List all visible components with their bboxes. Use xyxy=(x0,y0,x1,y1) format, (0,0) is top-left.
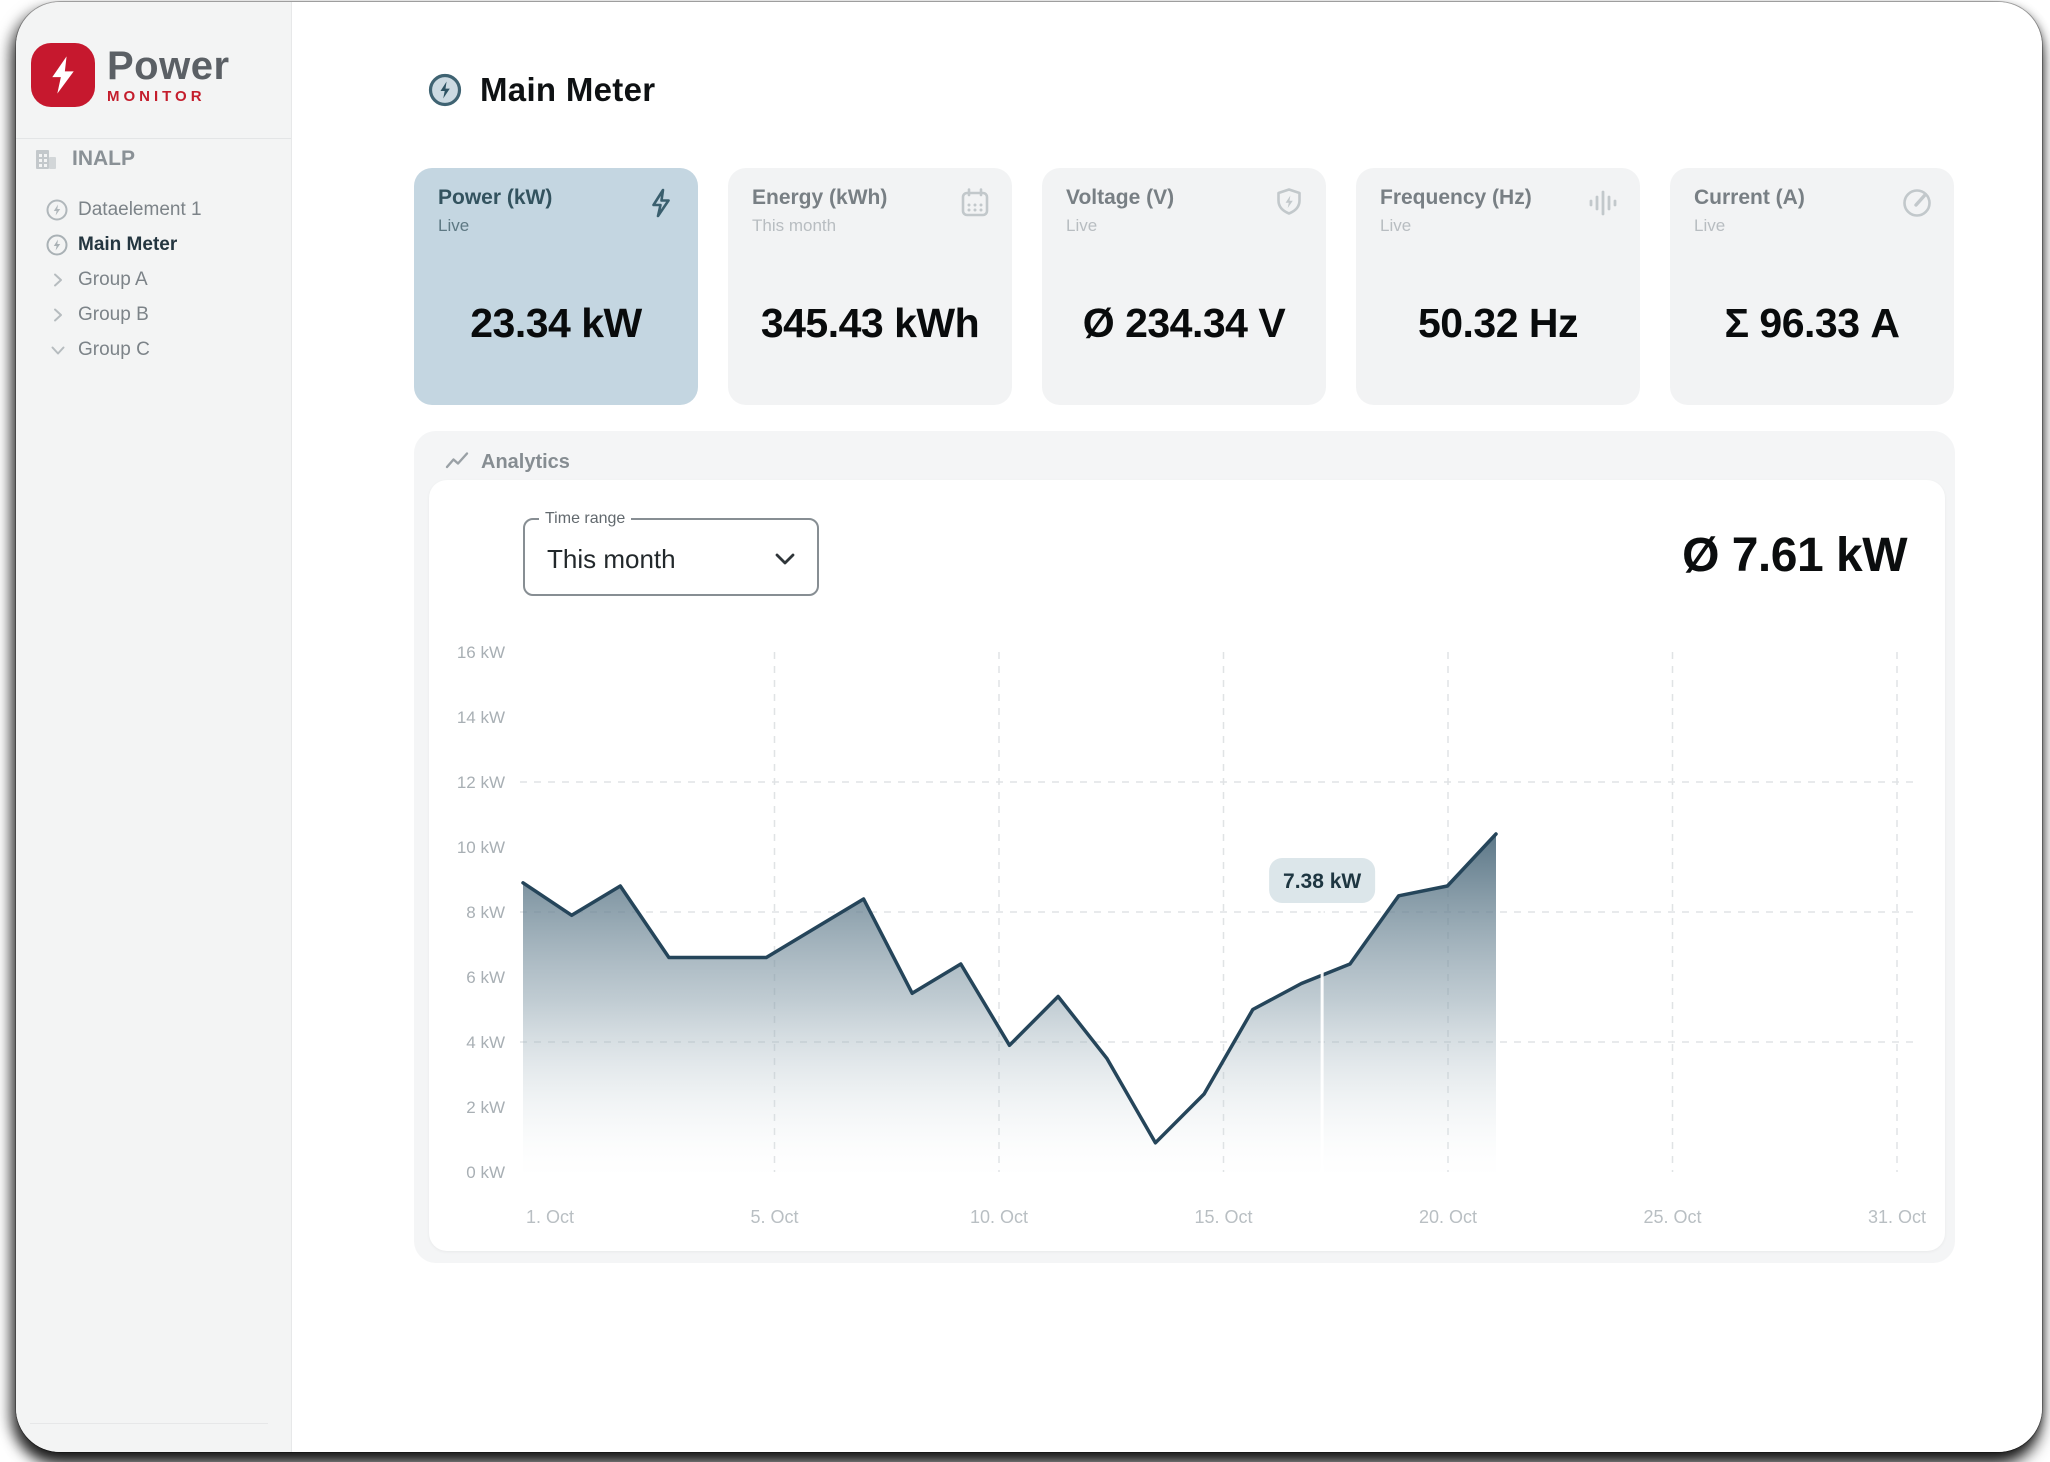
logo-text: Power MONITOR xyxy=(107,46,230,105)
y-axis-tick: 12 kW xyxy=(457,773,505,792)
stat-card-energy[interactable]: Energy (kWh) This month 345.43 kWh xyxy=(728,168,1012,405)
card-value: Σ 96.33 A xyxy=(1724,300,1900,346)
average-power-value: Ø 7.61 kW xyxy=(1682,529,1907,582)
app-subtitle: MONITOR xyxy=(107,87,206,105)
sidebar-item-group-a[interactable]: Group A xyxy=(16,263,291,297)
time-range-select-label: Time range xyxy=(539,510,632,528)
card-title: Power (kW) xyxy=(438,186,553,209)
building-icon xyxy=(36,150,56,169)
x-axis-tick: 5. Oct xyxy=(750,1207,798,1227)
page-title: Main Meter xyxy=(480,71,656,108)
sidebar-item-main-meter[interactable]: Main Meter xyxy=(16,228,291,262)
sidebar: Power MONITOR INALP xyxy=(16,2,292,1452)
x-axis-tick: 20. Oct xyxy=(1419,1207,1477,1227)
chevron-right-icon xyxy=(49,271,67,289)
card-subtitle: Live xyxy=(1066,216,1098,235)
area-fill xyxy=(523,834,1496,1172)
power-chart[interactable]: 7.38 kW 0 kW 2 kW 4 kW 6 kW 8 kW 10 kW 12 kW 14 … xyxy=(429,630,1945,1250)
page-header: Main Meter xyxy=(428,71,655,109)
sidebar-item-label: Main Meter xyxy=(78,234,178,255)
card-value: Ø 234.34 V xyxy=(1082,300,1286,346)
card-value: 23.34 kW xyxy=(470,300,642,346)
equalizer-icon xyxy=(1589,190,1617,216)
sidebar-item-group-b[interactable]: Group B xyxy=(16,298,291,332)
calendar-icon xyxy=(961,188,989,217)
y-axis-tick: 10 kW xyxy=(457,838,505,857)
shield-bolt-icon xyxy=(1277,188,1301,215)
x-axis-tick: 10. Oct xyxy=(970,1207,1028,1227)
y-axis-tick: 4 kW xyxy=(466,1033,505,1052)
power-area-chart[interactable]: 7.38 kW 0 kW 2 kW 4 kW 6 kW 8 kW 10 kW 12 kW 14 … xyxy=(429,630,1945,1250)
chevron-down-icon xyxy=(775,552,795,570)
bolt-icon xyxy=(652,188,670,218)
stat-card-voltage[interactable]: Voltage (V) Live Ø 234.34 V xyxy=(1042,168,1326,405)
sidebar-item-label: Group B xyxy=(78,304,149,325)
app-title: Power xyxy=(107,43,230,88)
chart-tooltip-value: 7.38 kW xyxy=(1283,870,1361,893)
x-axis-tick: 15. Oct xyxy=(1194,1207,1252,1227)
chevron-down-icon xyxy=(49,341,67,359)
chevron-right-icon xyxy=(49,306,67,324)
x-axis-tick: 1. Oct xyxy=(526,1207,574,1227)
y-axis-tick: 16 kW xyxy=(457,643,505,662)
card-title: Current (A) xyxy=(1694,186,1805,209)
y-axis-tick: 14 kW xyxy=(457,708,505,727)
sidebar-item-label: Group A xyxy=(78,269,148,290)
x-axis-tick: 25. Oct xyxy=(1643,1207,1701,1227)
sidebar-divider xyxy=(16,138,291,139)
sidebar-item-dataelement-1[interactable]: Dataelement 1 xyxy=(16,193,291,227)
card-title: Energy (kWh) xyxy=(752,186,888,209)
sidebar-item-group-c[interactable]: Group C xyxy=(16,333,291,367)
y-axis-tick: 2 kW xyxy=(466,1098,505,1117)
analytics-card: Time range This month Ø 7.61 kW 7.38 kW 0… xyxy=(429,480,1945,1251)
main-content: Main Meter Power (kW) Live 23.34 kW Ener… xyxy=(292,2,2042,1452)
org-label: INALP xyxy=(72,147,135,170)
y-axis-tick: 6 kW xyxy=(466,968,505,987)
card-title: Voltage (V) xyxy=(1066,186,1175,209)
time-range-select[interactable]: Time range This month xyxy=(523,510,819,596)
gauge-icon xyxy=(1903,189,1931,217)
card-subtitle: Live xyxy=(1380,216,1412,235)
analytics-section-label: Analytics xyxy=(481,450,570,473)
app-window: Power MONITOR INALP xyxy=(16,2,2042,1452)
card-value: 50.32 Hz xyxy=(1417,300,1579,346)
bolt-circle-icon xyxy=(45,233,69,257)
logo-bolt-icon xyxy=(31,43,95,107)
stat-card-power[interactable]: Power (kW) Live 23.34 kW xyxy=(414,168,698,405)
sidebar-item-label: Group C xyxy=(78,339,150,360)
analytics-label-row: Analytics xyxy=(445,450,570,474)
card-subtitle: Live xyxy=(438,216,470,235)
trending-line-icon xyxy=(445,452,469,469)
sidebar-item-label: Dataelement 1 xyxy=(78,199,202,220)
y-axis-tick: 8 kW xyxy=(466,903,505,922)
sidebar-org[interactable]: INALP xyxy=(33,143,135,175)
sidebar-footer-divider xyxy=(30,1423,268,1424)
x-axis-tick: 31. Oct xyxy=(1868,1207,1926,1227)
y-axis-tick: 0 kW xyxy=(466,1163,505,1182)
chart-tooltip xyxy=(1269,858,1376,903)
app-logo: Power MONITOR xyxy=(31,43,230,107)
stat-card-current[interactable]: Current (A) Live Σ 96.33 A xyxy=(1670,168,1954,405)
analytics-panel: Analytics Time range This month Ø 7.61 k… xyxy=(414,431,1955,1263)
power-line xyxy=(521,832,1498,1145)
bolt-circle-icon xyxy=(45,198,69,222)
time-range-select-value: This month xyxy=(547,544,676,574)
bolt-circle-icon xyxy=(428,73,462,107)
card-subtitle: This month xyxy=(752,216,837,235)
card-title: Frequency (Hz) xyxy=(1380,186,1532,209)
card-value: 345.43 kWh xyxy=(760,300,980,346)
card-subtitle: Live xyxy=(1694,216,1726,235)
stat-card-frequency[interactable]: Frequency (Hz) Live 50.32 Hz xyxy=(1356,168,1640,405)
